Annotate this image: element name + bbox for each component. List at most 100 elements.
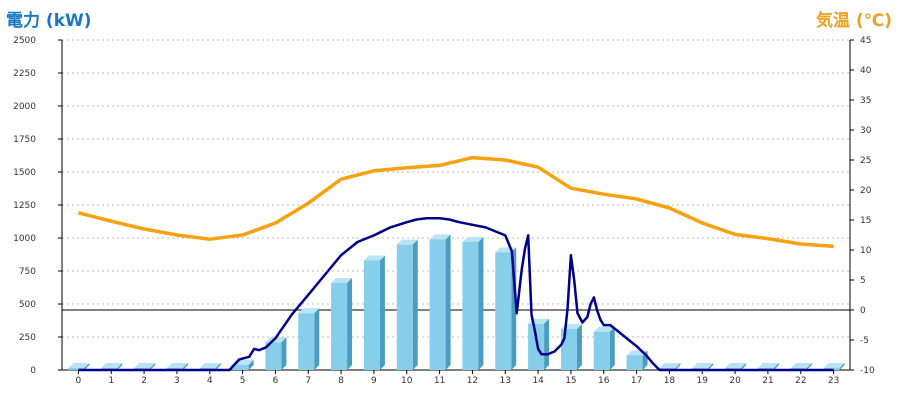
x-tick-label: 18 — [664, 376, 676, 386]
x-tick-label: 10 — [401, 376, 413, 386]
bar-top — [265, 337, 287, 343]
bar-top — [331, 277, 353, 283]
left-tick-label: 1500 — [13, 168, 36, 178]
x-tick-label: 9 — [371, 376, 377, 386]
x-tick-label: 14 — [532, 376, 544, 386]
bar-side — [576, 324, 582, 370]
bar-side — [708, 363, 714, 370]
bar-side — [84, 363, 90, 370]
power-line — [78, 216, 834, 372]
bar — [331, 277, 353, 370]
bar — [298, 308, 320, 370]
bar-front — [429, 239, 446, 370]
bar-top — [692, 363, 714, 368]
x-tick-label: 3 — [174, 376, 180, 386]
left-tick-label: 2250 — [13, 69, 36, 79]
bar-front — [265, 342, 282, 370]
x-tick-label: 16 — [598, 376, 610, 386]
right-tick-label: 15 — [860, 216, 871, 226]
x-tick-label: 21 — [762, 376, 773, 386]
bar-front — [528, 323, 545, 370]
bar-front — [331, 282, 348, 370]
bar-top — [396, 239, 418, 245]
bar — [363, 255, 385, 370]
bar-front — [495, 252, 512, 370]
bar — [462, 236, 484, 370]
right-tick-label: 25 — [860, 156, 871, 166]
right-tick-label: 0 — [860, 306, 866, 316]
bar-side — [117, 363, 123, 370]
right-tick-label: 45 — [860, 36, 871, 46]
bar-top — [134, 363, 156, 368]
x-tick-label: 11 — [434, 376, 445, 386]
x-tick-label: 12 — [467, 376, 478, 386]
x-tick-label: 20 — [729, 376, 741, 386]
right-tick-label: -10 — [860, 366, 875, 376]
bar-side — [609, 326, 615, 370]
right-tick-label: 10 — [860, 246, 872, 256]
x-tick-label: 23 — [828, 376, 839, 386]
bar-side — [150, 363, 156, 370]
bar-top — [593, 326, 615, 332]
left-tick-label: 1750 — [13, 135, 36, 145]
bar-side — [544, 318, 550, 370]
bar-top — [298, 308, 320, 314]
bar-front — [593, 331, 610, 370]
bar-top — [757, 363, 779, 368]
bar-front — [462, 241, 479, 370]
bar-front — [396, 244, 413, 370]
x-tick-label: 6 — [273, 376, 279, 386]
bar-side — [478, 236, 484, 370]
temperature-line — [77, 155, 834, 249]
bar — [429, 234, 451, 370]
x-tick-label: 19 — [697, 376, 709, 386]
bar-top — [101, 363, 123, 368]
left-axis-title: 電力 (kW) — [6, 11, 92, 31]
bar-top — [68, 363, 90, 368]
x-tick-label: 22 — [795, 376, 806, 386]
left-tick-label: 1250 — [13, 201, 36, 211]
right-tick-label: -5 — [860, 336, 869, 346]
x-tick-label: 2 — [141, 376, 147, 386]
right-tick-label: 35 — [860, 96, 871, 106]
bar-side — [314, 308, 320, 370]
left-tick-label: 1000 — [13, 234, 36, 244]
bar-top — [790, 363, 812, 368]
right-tick-label: 40 — [860, 66, 872, 76]
bar — [68, 363, 90, 370]
bar-side — [445, 234, 451, 370]
bar-top — [199, 363, 221, 368]
bar-front — [560, 329, 577, 370]
left-tick-label: 250 — [19, 333, 36, 343]
bar-side — [773, 363, 779, 370]
right-tick-label: 30 — [860, 126, 872, 136]
bar-side — [215, 363, 221, 370]
x-tick-label: 8 — [338, 376, 344, 386]
bar-side — [347, 277, 353, 370]
right-tick-label: 20 — [860, 186, 872, 196]
x-tick-label: 5 — [240, 376, 246, 386]
x-tick-label: 17 — [631, 376, 642, 386]
x-tick-label: 1 — [108, 376, 114, 386]
bar-side — [379, 255, 385, 370]
left-tick-label: 0 — [30, 366, 36, 376]
bar-side — [806, 363, 812, 370]
bar-top — [462, 236, 484, 242]
bar-top — [823, 363, 845, 368]
bar-top — [725, 363, 747, 368]
right-axis-title: 気温 (℃) — [815, 11, 892, 31]
bar-top — [659, 363, 681, 368]
left-tick-label: 2500 — [13, 36, 36, 46]
left-tick-label: 750 — [19, 267, 36, 277]
x-tick-label: 4 — [207, 376, 213, 386]
bar — [396, 239, 418, 370]
bar-side — [839, 363, 845, 370]
left-tick-label: 2000 — [13, 102, 36, 112]
x-tick-label: 13 — [500, 376, 511, 386]
x-tick-label: 0 — [76, 376, 82, 386]
bar-side — [412, 239, 418, 370]
bar-side — [281, 337, 287, 370]
bar-front — [626, 355, 643, 370]
